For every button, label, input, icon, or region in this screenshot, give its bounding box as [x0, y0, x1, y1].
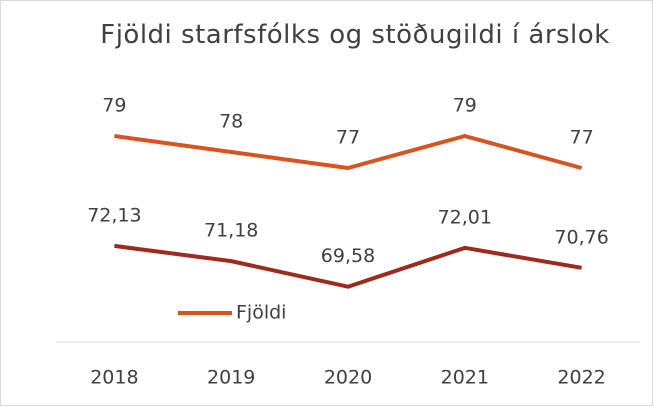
data-label: 69,58 [321, 245, 375, 267]
x-tick-label: 2021 [441, 367, 489, 389]
data-label: 77 [570, 127, 594, 149]
x-tick-label: 2020 [324, 367, 372, 389]
data-label: 79 [453, 95, 477, 117]
data-label: 71,18 [204, 220, 258, 242]
x-tick-label: 2018 [90, 367, 138, 389]
series-line [114, 243, 582, 289]
series-line [114, 134, 583, 170]
data-label: 70,76 [554, 226, 608, 248]
x-tick-label: 2022 [557, 367, 605, 389]
data-label: 72,13 [87, 204, 141, 226]
legend-label: Fjöldi [236, 302, 286, 324]
chart-title: Fjöldi starfsfólks og stöðugildi í árslo… [100, 20, 610, 50]
data-label: 79 [102, 95, 126, 117]
x-tick-label: 2019 [207, 367, 255, 389]
data-label: 77 [336, 127, 360, 149]
data-label: 78 [219, 111, 243, 133]
data-label: 72,01 [438, 206, 492, 228]
